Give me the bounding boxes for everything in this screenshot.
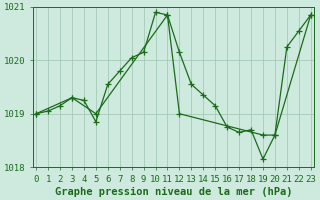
X-axis label: Graphe pression niveau de la mer (hPa): Graphe pression niveau de la mer (hPa) [55,186,292,197]
